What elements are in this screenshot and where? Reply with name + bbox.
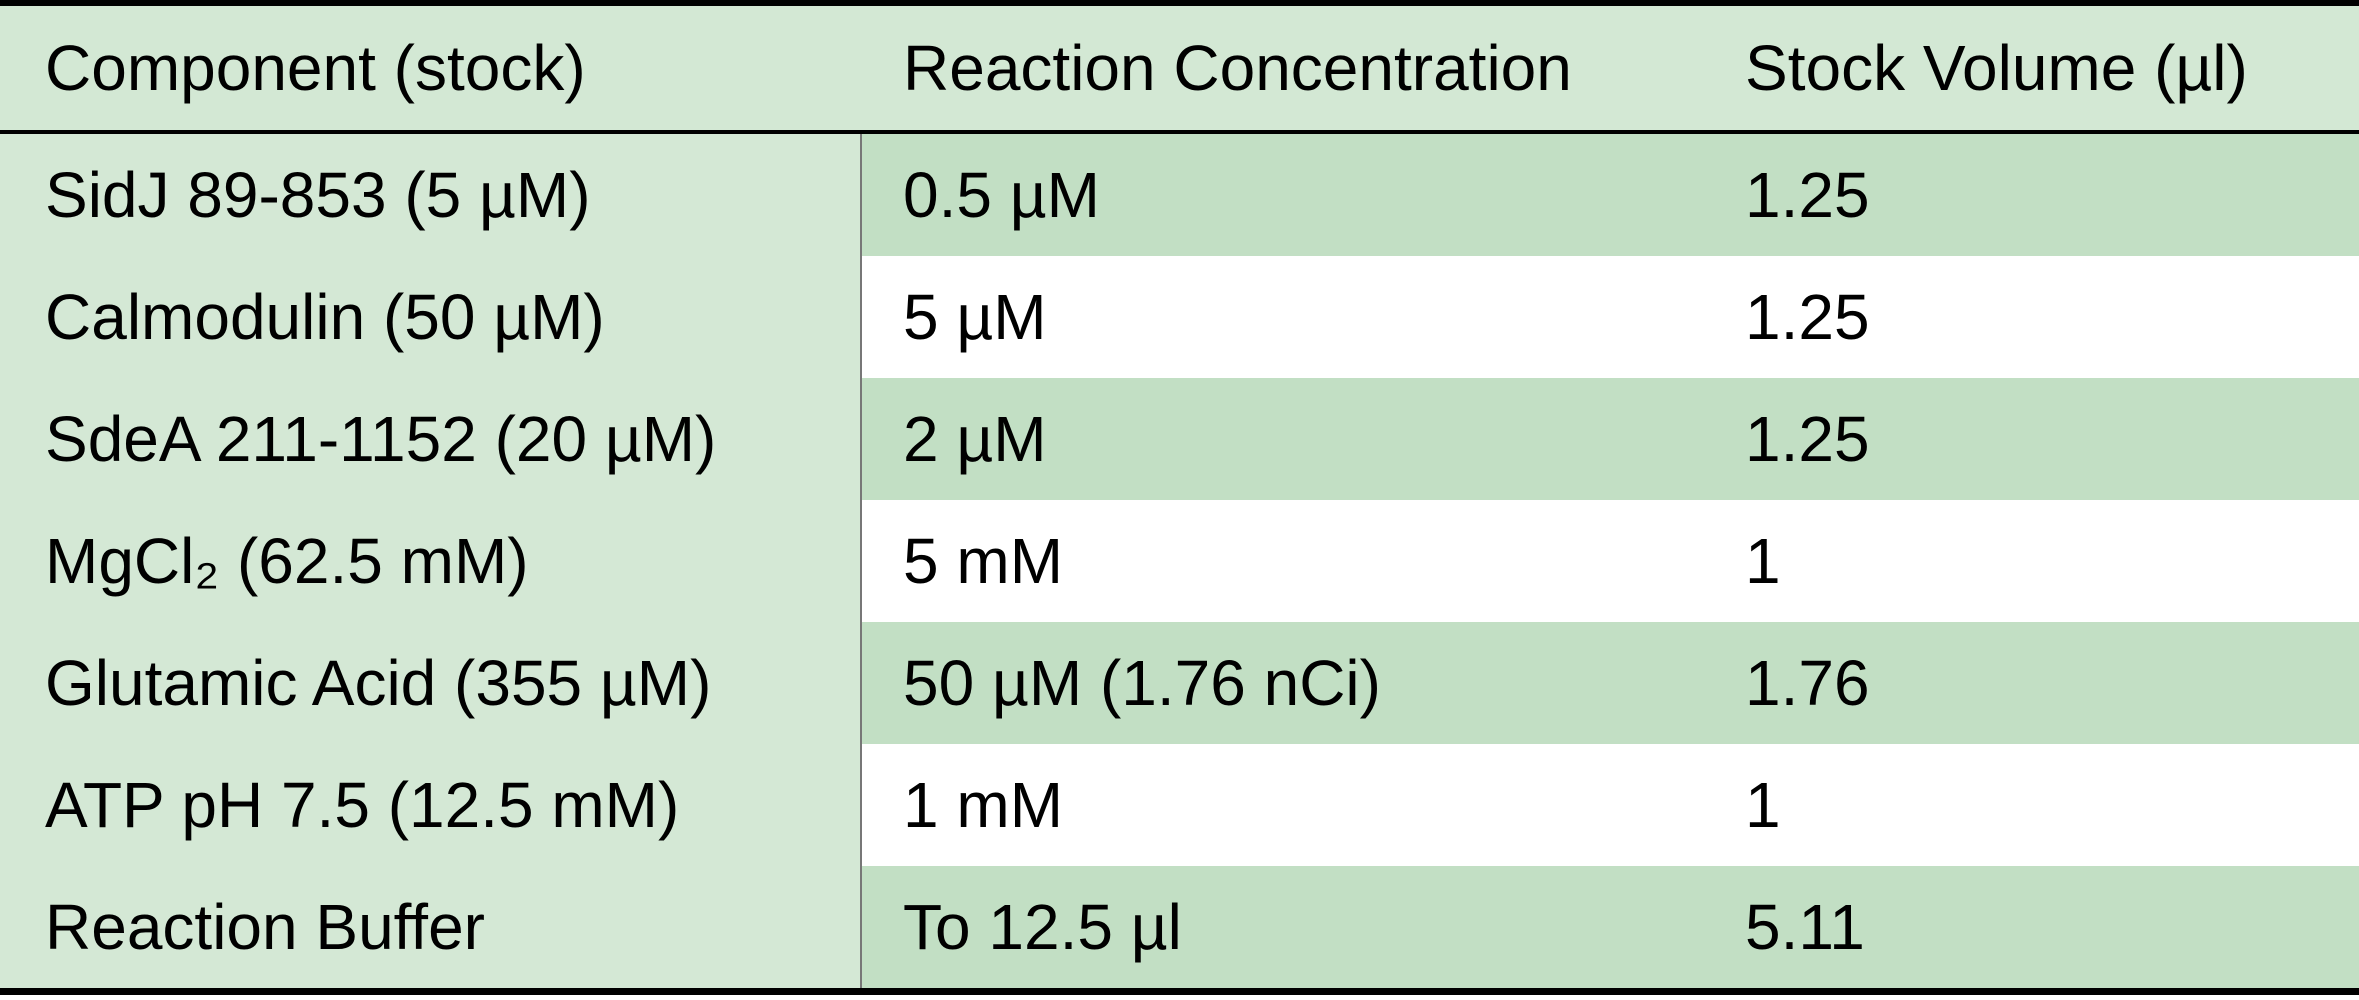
table-cell: 5.11 <box>1745 891 1865 963</box>
table-cell: 2 µM <box>903 403 1047 475</box>
header-cell: Stock Volume (µl) <box>1745 32 2248 104</box>
table-cell: 1.76 <box>1745 647 1870 719</box>
table-row: Reaction Buffer To 12.5 µl 5.11 <box>0 866 2359 988</box>
header-row: Component (stock) Reaction Concentration… <box>0 6 2359 130</box>
table-row: Calmodulin (50 µM) 5 µM 1.25 <box>0 256 2359 378</box>
table-cell: 1.25 <box>1745 281 1870 353</box>
header-rule <box>0 130 2359 134</box>
table-cell: 0.5 µM <box>903 159 1100 231</box>
table-row: Glutamic Acid (355 µM) 50 µM (1.76 nCi) 1.… <box>0 622 2359 744</box>
bottom-rule <box>0 988 2359 995</box>
table-cell: Reaction Buffer <box>0 866 861 988</box>
column-divider <box>860 134 862 988</box>
table-cell: 1.25 <box>1745 159 1870 231</box>
header-cell: Reaction Concentration <box>903 32 1572 104</box>
table-row: ATP pH 7.5 (12.5 mM) 1 mM 1 <box>0 744 2359 866</box>
header-cell: Component (stock) <box>45 32 586 104</box>
table-cell: 5 µM <box>903 281 1047 353</box>
table-cell: SdeA 211-1152 (20 µM) <box>0 378 861 500</box>
table-row: SidJ 89-853 (5 µM) 0.5 µM 1.25 <box>0 134 2359 256</box>
table-cell: 1.25 <box>1745 403 1870 475</box>
table-cell: 1 <box>1745 525 1781 597</box>
table-cell: 1 mM <box>903 769 1063 841</box>
table-cell: 5 mM <box>903 525 1063 597</box>
top-rule <box>0 0 2359 6</box>
table-cell: Glutamic Acid (355 µM) <box>0 622 861 744</box>
table-cell: ATP pH 7.5 (12.5 mM) <box>0 744 861 866</box>
table-cell: 50 µM (1.76 nCi) <box>903 647 1381 719</box>
table-cell: SidJ 89-853 (5 µM) <box>0 134 861 256</box>
table-row: SdeA 211-1152 (20 µM) 2 µM 1.25 <box>0 378 2359 500</box>
table-row: MgCl₂ (62.5 mM) 5 mM 1 <box>0 500 2359 622</box>
table-cell: Calmodulin (50 µM) <box>0 256 861 378</box>
table-cell: To 12.5 µl <box>903 891 1182 963</box>
table-cell: MgCl₂ (62.5 mM) <box>0 500 861 622</box>
table-cell: 1 <box>1745 769 1781 841</box>
